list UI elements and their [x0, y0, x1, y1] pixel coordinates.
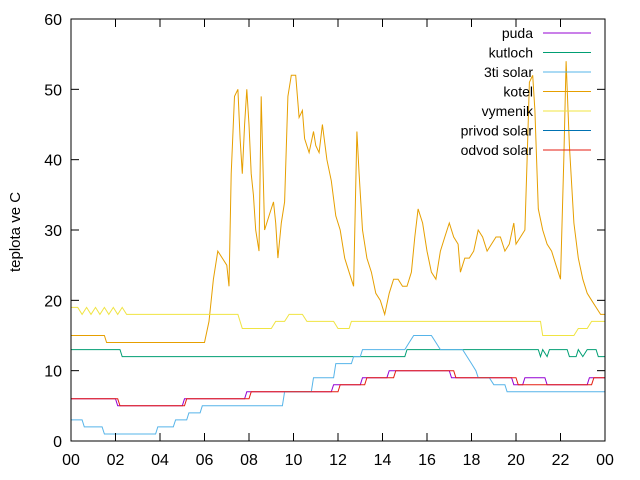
y-tick-label: 0: [53, 434, 62, 451]
legend-label: odvod solar: [461, 142, 534, 158]
legend-label: puda: [502, 25, 533, 41]
x-tick-label: 00: [596, 452, 614, 469]
legend-label: kutloch: [489, 45, 533, 61]
x-tick-label: 20: [507, 452, 525, 469]
x-tick-label: 06: [196, 452, 214, 469]
series-line-puda: [71, 370, 605, 407]
x-tick-label: 16: [418, 452, 436, 469]
plot-lines: [71, 61, 606, 435]
x-tick-label: 08: [240, 452, 258, 469]
y-axis-ticks: 0 10 20 30 40 50 60: [44, 12, 605, 451]
y-tick-label: 10: [44, 364, 62, 381]
series-line-vymenik: [71, 306, 605, 336]
y-tick-label: 30: [44, 223, 62, 240]
legend-label: kotel: [503, 84, 533, 100]
legend-label: 3ti solar: [484, 64, 533, 80]
x-tick-label: 22: [552, 452, 570, 469]
y-tick-label: 40: [44, 153, 62, 170]
y-tick-label: 60: [44, 12, 62, 29]
y-tick-label: 20: [44, 293, 62, 310]
legend-label: privod solar: [461, 123, 534, 139]
x-tick-label: 18: [463, 452, 481, 469]
series-line-odvod-solar: [71, 370, 605, 407]
series-line-3ti-solar: [71, 335, 605, 435]
legend-label: vymenik: [482, 103, 534, 119]
series-line-kutloch: [71, 348, 605, 359]
x-tick-label: 12: [329, 452, 347, 469]
legend: puda kutloch 3ti solar kotel vymenik privod s…: [461, 25, 591, 158]
x-axis-ticks: 00 02 04 06 08 10 12 14 16 18 20 22 00: [62, 19, 614, 469]
x-tick-label: 10: [285, 452, 303, 469]
x-tick-label: 04: [151, 452, 169, 469]
series-line-kotel: [71, 61, 606, 343]
x-tick-label: 14: [374, 452, 392, 469]
y-tick-label: 50: [44, 82, 62, 99]
x-tick-label: 02: [107, 452, 125, 469]
y-axis-label: teplota ve C: [7, 192, 24, 272]
x-tick-label: 00: [62, 452, 80, 469]
